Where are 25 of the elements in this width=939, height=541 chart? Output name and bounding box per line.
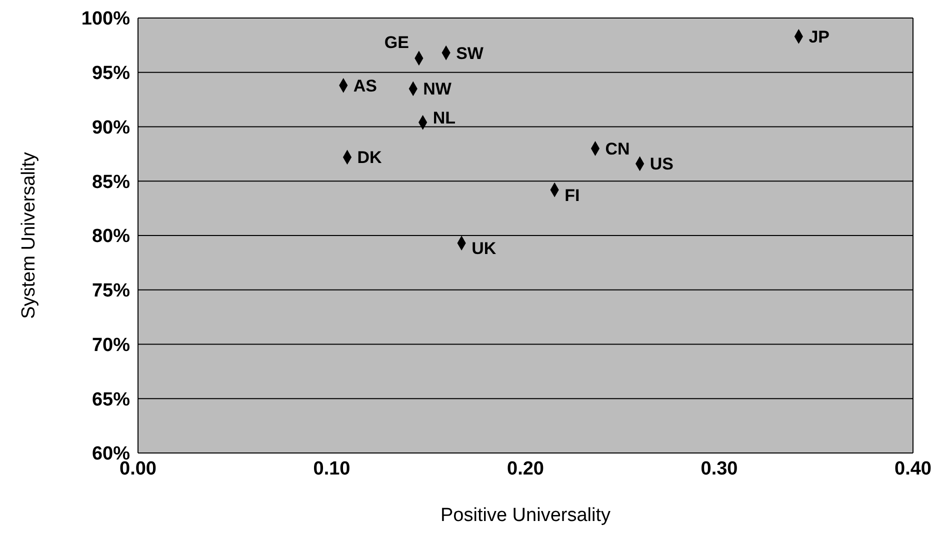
series-label: JP bbox=[808, 27, 830, 46]
x-tick-label: 0.30 bbox=[700, 458, 738, 480]
series-label: UK bbox=[472, 239, 497, 258]
series-label: DK bbox=[357, 148, 383, 168]
series-label: CN bbox=[605, 140, 630, 158]
x-axis-title: Positive Universality bbox=[440, 505, 611, 526]
y-axis-title: System Universality bbox=[18, 152, 40, 319]
series-label: FI bbox=[564, 186, 580, 205]
y-tick-label: 65% bbox=[92, 389, 130, 410]
series-label: SW bbox=[456, 44, 484, 63]
y-tick-label: 80% bbox=[92, 226, 130, 248]
series-label: NW bbox=[423, 80, 452, 99]
series-label: NL bbox=[432, 108, 456, 128]
series-label: US bbox=[650, 154, 674, 174]
y-tick-label: 75% bbox=[92, 280, 130, 302]
y-tick-label: 100% bbox=[81, 8, 130, 30]
x-tick-label: 0.40 bbox=[894, 458, 932, 480]
series-label: GE bbox=[384, 33, 409, 52]
x-tick-label: 0.20 bbox=[507, 458, 544, 480]
series-label: AS bbox=[353, 76, 377, 96]
y-tick-label: 70% bbox=[92, 334, 130, 356]
y-tick-label: 95% bbox=[92, 63, 130, 84]
y-tick-label: 90% bbox=[92, 117, 130, 138]
x-tick-label: 0.10 bbox=[313, 458, 350, 480]
y-tick-label: 85% bbox=[92, 172, 130, 193]
